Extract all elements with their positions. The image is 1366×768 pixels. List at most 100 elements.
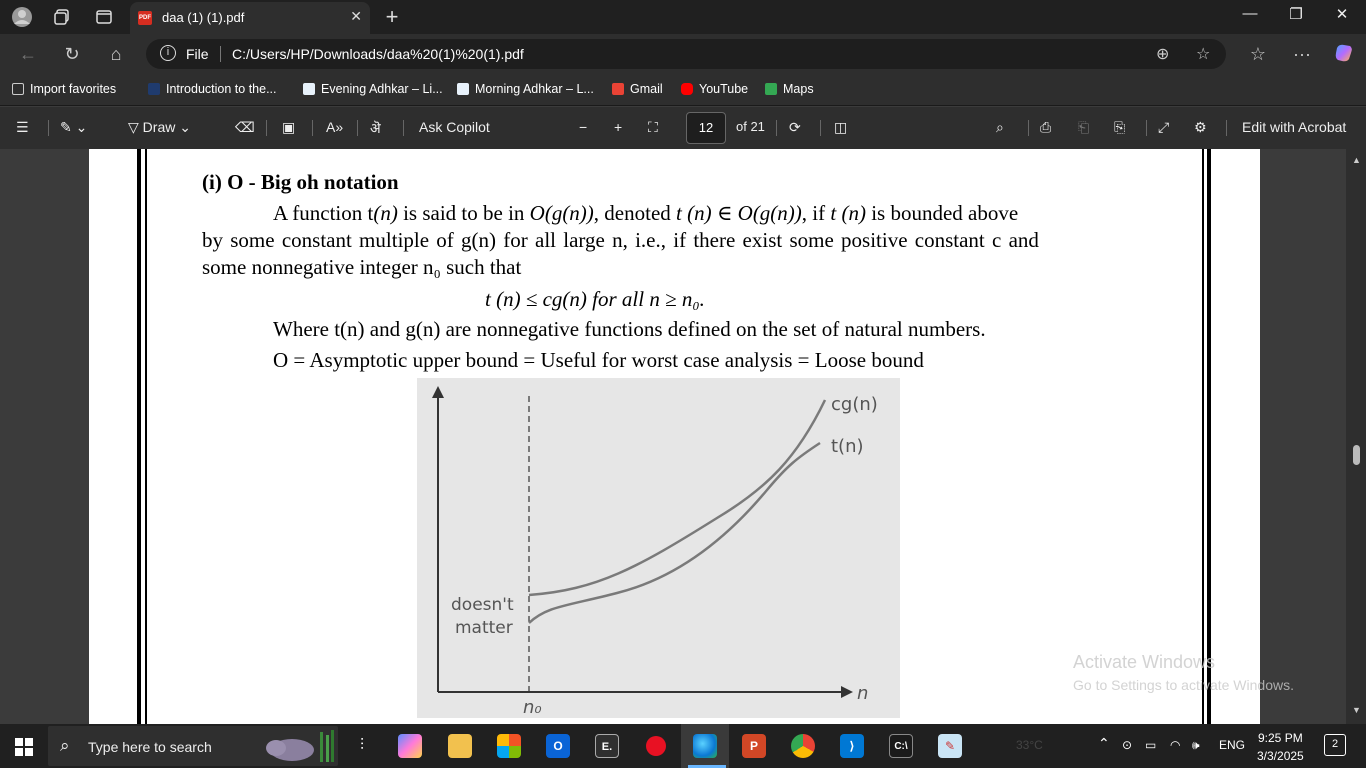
n-label: n — [857, 683, 868, 704]
close-tab-icon[interactable]: ✕ — [350, 8, 362, 24]
rotate-icon[interactable]: ⟳ — [789, 119, 801, 135]
restore-icon[interactable]: ❐ — [1289, 6, 1303, 23]
vertical-scrollbar[interactable]: ▲ ▼ — [1346, 149, 1366, 724]
zoom-out-icon[interactable]: − — [579, 119, 588, 135]
back-icon[interactable]: ← — [19, 44, 37, 64]
paragraph-line-3: some nonnegative integer n₀ such that — [202, 255, 522, 279]
read-aloud-icon[interactable]: A» — [326, 119, 344, 135]
fullscreen-icon[interactable]: ⤢ — [1158, 119, 1170, 135]
start-button[interactable] — [15, 738, 33, 761]
terminal-app-icon[interactable]: E. — [595, 734, 619, 758]
language-indicator[interactable]: ENG — [1219, 738, 1246, 752]
tab-active[interactable]: PDF daa (1) (1).pdf ✕ — [130, 2, 370, 34]
text-box-icon[interactable]: ▣ — [282, 119, 296, 135]
bookmark-evening-adhkar[interactable]: Evening Adhkar – Li... — [303, 82, 443, 96]
copilot-app-icon[interactable] — [398, 734, 422, 758]
file-explorer-icon[interactable] — [448, 734, 472, 758]
draw-button[interactable]: ▽ Draw ⌄ — [128, 119, 191, 135]
print-icon[interactable]: ⎙ — [1040, 119, 1052, 135]
notification-center-icon[interactable]: 2 — [1324, 734, 1346, 756]
n0-label: n₀ — [523, 697, 542, 718]
tab-actions-button[interactable] — [90, 4, 118, 30]
favorite-star-icon[interactable]: ☆ — [1196, 46, 1211, 63]
page-number-input[interactable]: 12 — [686, 112, 726, 144]
bookmark-youtube[interactable]: YouTube — [681, 82, 748, 96]
profile-avatar[interactable] — [8, 4, 36, 30]
import-icon — [12, 83, 24, 95]
volume-icon[interactable]: 🕪 — [1192, 738, 1200, 752]
vscode-icon[interactable]: ⟩ — [840, 734, 864, 758]
toolbar-divider — [1028, 120, 1029, 136]
bookmark-maps[interactable]: Maps — [765, 82, 814, 96]
workspaces-button[interactable] — [48, 4, 76, 30]
save-icon[interactable]: ⎗ — [1078, 119, 1090, 135]
section-heading: (i) O - Big oh notation — [202, 170, 399, 194]
scroll-down-icon[interactable]: ▼ — [1352, 705, 1361, 715]
doesnt-label: doesn't — [451, 595, 514, 615]
bookmark-gmail[interactable]: Gmail — [612, 82, 663, 96]
toolbar-divider — [357, 120, 358, 136]
address-bar[interactable]: i File C:/Users/HP/Downloads/daa%20(1)%2… — [146, 39, 1226, 69]
command-prompt-icon[interactable]: C:\ — [889, 734, 913, 758]
highlight-icon[interactable]: ✎ ⌄ — [60, 119, 88, 135]
x-axis-arrow — [841, 686, 853, 698]
minimize-icon[interactable]: — — [1242, 5, 1258, 22]
pdf-page: (i) O - Big oh notation A function t(n) … — [89, 149, 1260, 724]
wifi-icon[interactable]: ◠ — [1170, 738, 1181, 752]
address-divider — [220, 46, 221, 62]
more-options-icon[interactable]: ··· — [1293, 44, 1311, 64]
task-view-icon[interactable]: ⫶ — [359, 737, 364, 754]
copilot-icon[interactable] — [1330, 42, 1358, 66]
clock-date[interactable]: 3/3/2025 — [1257, 749, 1304, 763]
toolbar-divider — [1226, 120, 1227, 136]
close-window-icon[interactable]: ✕ — [1335, 6, 1349, 23]
taskbar-search[interactable]: ⌕ Type here to search — [48, 726, 338, 766]
search-icon[interactable]: ⌕ — [996, 119, 1004, 135]
new-tab-button[interactable]: + — [385, 4, 399, 29]
zoom-icon[interactable]: ⊕ — [1156, 46, 1170, 63]
edit-with-acrobat-button[interactable]: Edit with Acrobat — [1242, 119, 1347, 135]
refresh-icon[interactable]: ↻ — [64, 44, 80, 64]
scroll-up-icon[interactable]: ▲ — [1352, 155, 1361, 165]
pdf-viewer[interactable]: (i) O - Big oh notation A function t(n) … — [0, 149, 1366, 724]
bookmark-introduction[interactable]: Introduction to the... — [148, 82, 277, 96]
bookmark-morning-adhkar[interactable]: Morning Adhkar – L... — [457, 82, 594, 96]
t-curve — [528, 441, 821, 624]
bookmark-import-favorites[interactable]: Import favorites — [12, 82, 116, 96]
edge-browser-icon[interactable] — [693, 734, 717, 758]
battery-icon[interactable]: ▭ — [1145, 738, 1157, 752]
powerpoint-icon[interactable]: P — [742, 734, 766, 758]
avatar-icon — [12, 7, 32, 27]
address-toolbar: ← ↻ ⌂ i File C:/Users/HP/Downloads/daa%2… — [0, 34, 1366, 74]
screen-recorder-icon[interactable] — [644, 734, 668, 758]
eraser-icon[interactable]: ⌫ — [235, 119, 255, 135]
tab-title: daa (1) (1).pdf — [162, 10, 245, 25]
save-as-icon[interactable]: ⎘ — [1114, 119, 1126, 135]
contents-icon[interactable]: ☰ — [16, 119, 29, 135]
url-text[interactable]: C:/Users/HP/Downloads/daa%20(1)%20(1).pd… — [232, 46, 524, 62]
zoom-in-icon[interactable]: + — [614, 119, 623, 135]
toolbar-divider — [776, 120, 777, 136]
weather-widget[interactable]: 33°C — [1016, 738, 1043, 752]
outlook-icon[interactable]: O — [546, 734, 570, 758]
translate-icon[interactable]: ऄ — [370, 120, 381, 136]
toolbar-divider — [403, 120, 404, 136]
chrome-icon[interactable] — [791, 734, 815, 758]
show-hidden-icons-icon[interactable]: ⌃ — [1098, 735, 1110, 751]
microsoft-store-icon[interactable] — [497, 734, 521, 758]
paint-icon[interactable]: ✎ — [938, 734, 962, 758]
info-icon[interactable]: i — [160, 45, 176, 61]
page-border — [1202, 149, 1204, 724]
favorites-icon[interactable]: ☆ — [1249, 44, 1267, 64]
scroll-thumb[interactable] — [1353, 445, 1360, 465]
home-icon[interactable]: ⌂ — [110, 44, 122, 64]
clock-time[interactable]: 9:25 PM — [1258, 731, 1303, 745]
youtube-icon — [681, 83, 693, 95]
settings-gear-icon[interactable]: ⚙ — [1194, 119, 1207, 135]
ask-copilot-button[interactable]: Ask Copilot — [419, 119, 490, 135]
page-border — [145, 149, 147, 724]
hippo-illustration-icon — [266, 730, 334, 762]
page-view-icon[interactable]: ◫ — [834, 119, 848, 135]
fit-page-icon[interactable]: ⛶ — [648, 119, 658, 135]
meet-now-icon[interactable]: ⊙ — [1122, 738, 1133, 752]
